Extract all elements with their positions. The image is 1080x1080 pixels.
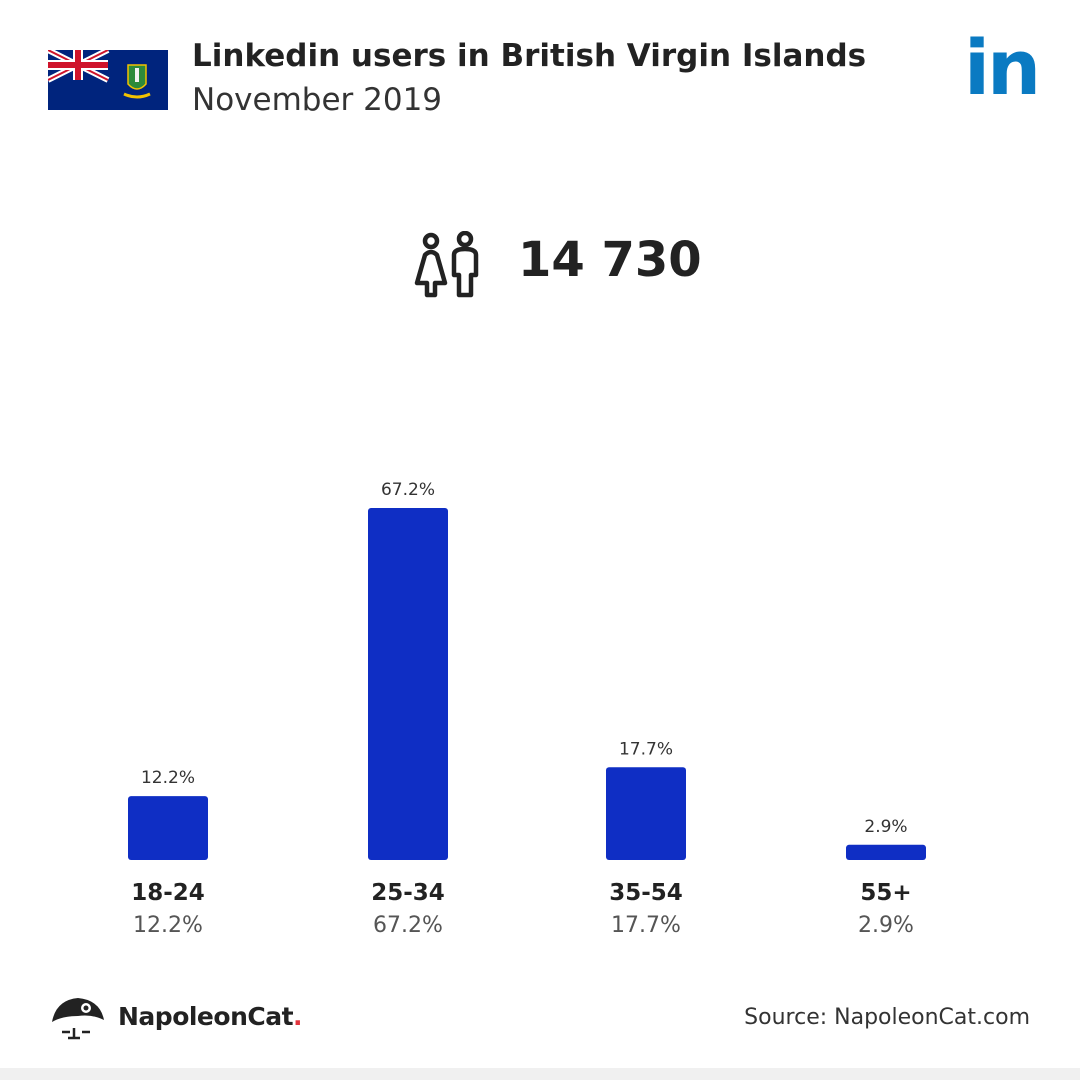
category-percent-label: 17.7% [611,913,681,938]
category-tick-label: 35-54 [609,880,683,906]
bar-value-label: 67.2% [381,480,435,500]
bar-value-label: 17.7% [619,739,673,759]
category-tick-label: 25-34 [371,880,445,906]
bar-18-24 [128,796,208,860]
linkedin-logo-icon: in [964,23,1041,112]
napoleoncat-brand-name: NapoleonCat. [118,1002,303,1031]
users-male-female-icon [414,231,479,298]
british-virgin-islands-flag-icon [48,50,168,110]
bar-55+ [846,844,926,860]
page-title: Linkedin users in British Virgin Islands [192,38,867,74]
coat-of-arms-emblem [123,64,151,99]
category-percent-label: 67.2% [373,913,443,938]
bottom-strip [0,1068,1080,1080]
bar-value-label: 2.9% [864,817,907,837]
bar-35-54 [606,767,686,860]
category-percent-label: 2.9% [858,913,914,938]
category-percent-label: 12.2% [133,913,203,938]
bar-25-34 [368,508,448,860]
category-tick-label: 18-24 [131,880,205,906]
page-subtitle: November 2019 [192,82,443,118]
bar-value-label: 12.2% [141,768,195,788]
total-users-count: 14 730 [518,232,702,288]
source-credit: Source: NapoleonCat.com [744,1005,1030,1030]
category-tick-label: 55+ [860,880,911,906]
napoleoncat-cat-logo-icon [52,998,104,1040]
union-jack-canton [48,50,110,83]
